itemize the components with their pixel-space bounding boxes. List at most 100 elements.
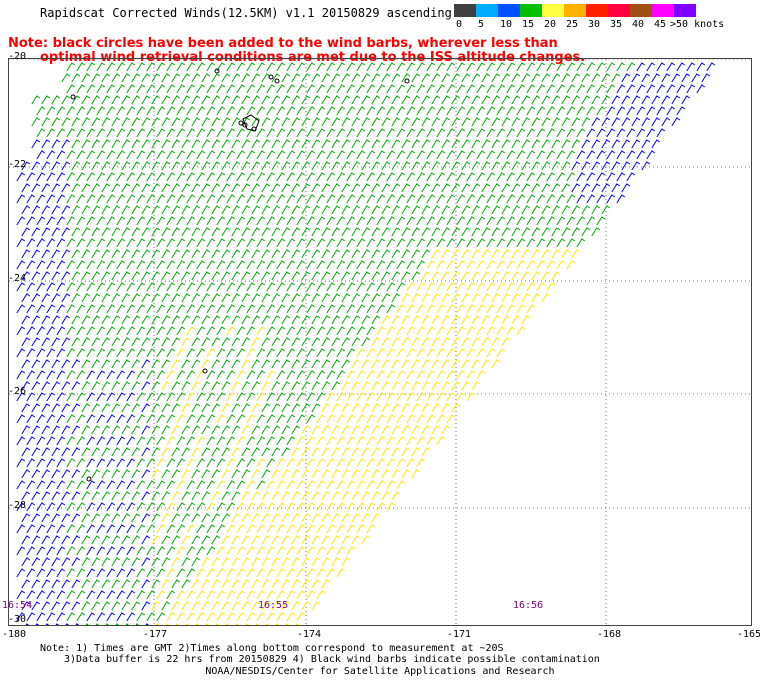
wind-barb — [401, 447, 411, 457]
wind-barb — [111, 271, 121, 281]
legend-swatch — [520, 4, 542, 17]
wind-barb — [561, 249, 571, 259]
wind-barb — [96, 348, 106, 358]
wind-barb — [631, 73, 641, 83]
wind-barb — [141, 183, 151, 193]
wind-barb — [226, 172, 236, 182]
wind-barb — [61, 601, 71, 611]
wind-barb — [76, 436, 86, 446]
wind-barb — [121, 117, 131, 127]
wind-barb — [446, 106, 456, 116]
wind-barb — [101, 227, 111, 237]
wind-barb — [356, 238, 366, 248]
wind-barb — [371, 139, 381, 149]
wind-barb — [471, 205, 481, 215]
wind-barb — [146, 414, 156, 424]
wind-barb — [121, 403, 131, 413]
wind-barb — [436, 216, 446, 226]
wind-barb — [231, 425, 241, 435]
wind-barb — [181, 161, 191, 171]
wind-barb — [366, 238, 376, 248]
wind-barb — [366, 524, 376, 534]
wind-barb — [256, 370, 266, 380]
wind-barb — [406, 414, 416, 424]
wind-barb — [681, 95, 691, 105]
wind-barb — [441, 95, 451, 105]
wind-barb — [356, 84, 366, 94]
wind-barb — [371, 447, 381, 457]
wind-barb — [281, 293, 291, 303]
wind-barb — [366, 282, 376, 292]
wind-barb — [131, 579, 141, 589]
wind-barb — [146, 612, 156, 622]
wind-barb — [136, 568, 146, 578]
wind-barb — [401, 161, 411, 171]
wind-barb — [181, 513, 191, 523]
wind-barb — [496, 128, 506, 138]
wind-barb — [151, 535, 161, 545]
wind-barb — [246, 62, 256, 72]
wind-barb — [381, 337, 391, 347]
wind-barb — [261, 337, 271, 347]
wind-barb — [531, 183, 541, 193]
wind-barb — [511, 315, 521, 325]
wind-barb — [576, 216, 586, 226]
wind-barb — [301, 491, 311, 501]
wind-barb — [481, 337, 491, 347]
wind-barb — [486, 304, 496, 314]
wind-barb — [81, 381, 91, 391]
wind-barb — [616, 106, 626, 116]
wind-barb — [221, 535, 231, 545]
wind-barb — [296, 392, 306, 402]
wind-barb — [376, 304, 386, 314]
wind-barb — [556, 216, 566, 226]
wind-barb — [301, 293, 311, 303]
wind-barb — [331, 535, 341, 545]
wind-barb — [456, 62, 466, 72]
wind-barb — [116, 238, 126, 248]
wind-barb — [391, 293, 401, 303]
wind-barb — [121, 425, 131, 435]
island-outline — [70, 94, 76, 100]
wind-barb — [26, 304, 36, 314]
wind-barb — [491, 183, 501, 193]
wind-barb — [106, 612, 116, 622]
wind-barb — [46, 480, 56, 490]
wind-barb — [391, 491, 401, 501]
wind-barb — [235, 623, 240, 625]
wind-barb — [496, 172, 506, 182]
wind-barb — [536, 84, 546, 94]
wind-barb — [396, 282, 406, 292]
wind-barb — [356, 414, 366, 424]
wind-barb — [331, 403, 341, 413]
wind-barb — [271, 579, 281, 589]
wind-barb — [101, 601, 111, 611]
wind-barb — [586, 62, 596, 72]
wind-barb — [36, 414, 46, 424]
wind-barb — [441, 293, 451, 303]
wind-barb — [36, 568, 46, 578]
wind-barb — [426, 392, 436, 402]
wind-barb — [201, 491, 211, 501]
wind-barb — [336, 414, 346, 424]
wind-barb — [481, 359, 491, 369]
wind-barb — [171, 183, 181, 193]
wind-barb — [451, 205, 461, 215]
wind-barb — [346, 128, 356, 138]
wind-barb — [276, 62, 286, 72]
wind-barb — [406, 436, 416, 446]
wind-barb — [186, 216, 196, 226]
wind-barb — [236, 392, 246, 402]
wind-barb — [496, 84, 506, 94]
wind-barb — [66, 590, 76, 600]
wind-barb — [531, 139, 541, 149]
wind-barb — [331, 183, 341, 193]
wind-barb — [476, 216, 486, 226]
wind-barb — [416, 304, 426, 314]
wind-barb — [381, 359, 391, 369]
wind-barb — [421, 337, 431, 347]
wind-barb — [151, 139, 161, 149]
wind-barb — [221, 403, 231, 413]
wind-barb — [666, 106, 676, 116]
wind-barb — [96, 62, 106, 72]
